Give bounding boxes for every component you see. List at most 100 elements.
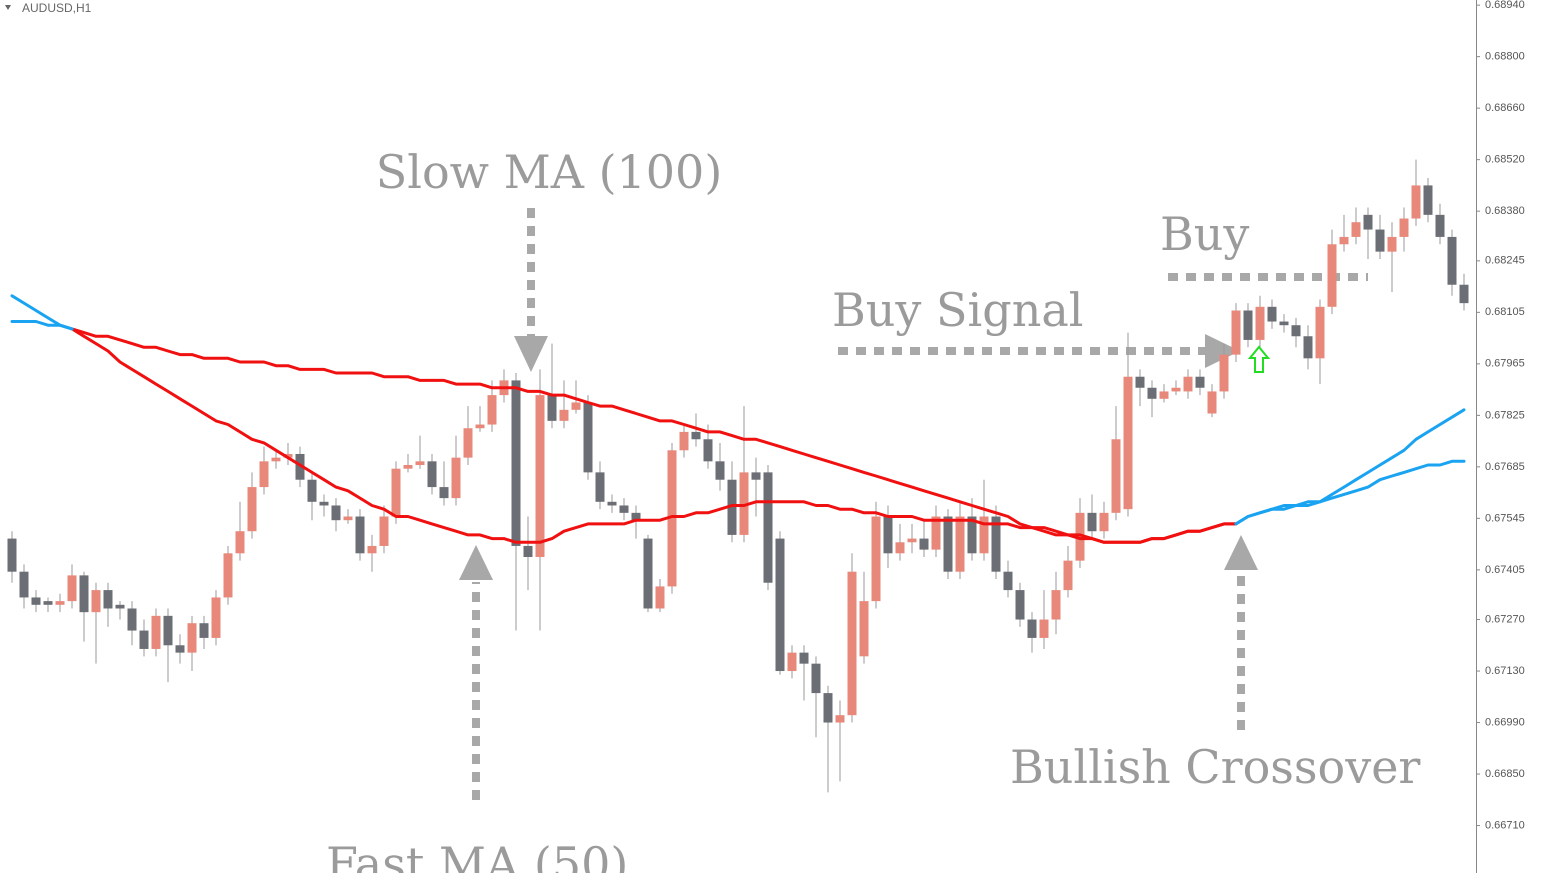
candle-body <box>1219 354 1229 392</box>
y-tick-label: 0.67685 <box>1485 461 1525 473</box>
candle-body <box>1183 376 1193 392</box>
candle-body <box>583 402 593 473</box>
candle-body <box>151 615 161 649</box>
candle-body <box>115 604 125 609</box>
candle-body <box>79 575 89 613</box>
candle-body <box>523 545 533 557</box>
candle-body <box>475 424 485 429</box>
y-tick-label: 0.68940 <box>1485 0 1525 11</box>
candle-body <box>1387 236 1397 252</box>
y-tick-label: 0.68520 <box>1485 154 1525 166</box>
y-tick-label: 0.67965 <box>1485 358 1525 370</box>
candle-body <box>859 601 869 657</box>
moving-average-line <box>70 327 1238 544</box>
candle-body <box>691 431 701 440</box>
candle-body <box>835 715 845 723</box>
candle-body <box>307 479 317 502</box>
candle-body <box>1027 619 1037 638</box>
candle-body <box>787 652 797 672</box>
candle-body <box>1015 590 1025 620</box>
candle-body <box>667 450 677 587</box>
candle-body <box>1279 321 1289 326</box>
candle-body <box>907 538 917 543</box>
candle-body <box>187 623 197 653</box>
candle-body <box>727 479 737 535</box>
candle-body <box>463 428 473 458</box>
candle-body <box>67 575 77 602</box>
moving-average-line <box>70 327 1238 544</box>
candle-body <box>1435 214 1445 237</box>
candle-body <box>559 409 569 421</box>
candle-body <box>331 505 341 521</box>
candle-body <box>1363 214 1373 230</box>
candle-body <box>1243 310 1253 340</box>
candle-body <box>775 538 785 672</box>
arrow-head <box>1205 334 1240 368</box>
candle-body <box>655 586 665 609</box>
candle-body <box>967 516 977 554</box>
candle-body <box>895 542 905 554</box>
y-tick-label: 0.68245 <box>1485 255 1525 267</box>
candle-body <box>799 652 809 664</box>
candle-body <box>1231 310 1241 355</box>
arrow-head <box>514 336 548 372</box>
y-tick-label: 0.67405 <box>1485 564 1525 576</box>
candle-body <box>739 472 749 535</box>
y-tick-label: 0.68800 <box>1485 51 1525 63</box>
arrow-head <box>1224 535 1258 570</box>
candle-body <box>1303 336 1313 359</box>
candle-body <box>391 468 401 517</box>
candle-body <box>811 663 821 694</box>
y-tick-label: 0.66850 <box>1485 768 1525 780</box>
candle-body <box>631 512 641 521</box>
candle-body <box>355 516 365 554</box>
symbol-dropdown[interactable] <box>5 5 11 10</box>
candle-body <box>199 623 209 638</box>
candle-body <box>1135 376 1145 388</box>
candle-body <box>1315 306 1325 359</box>
candle-body <box>427 461 437 488</box>
candle-body <box>535 395 545 557</box>
candle-body <box>991 516 1001 572</box>
candle-body <box>1411 185 1421 219</box>
candle-body <box>403 465 413 469</box>
candle-body <box>259 461 269 488</box>
candle-body <box>55 601 65 605</box>
candle-body <box>1447 236 1457 285</box>
y-tick-label: 0.66710 <box>1485 819 1525 831</box>
candle-body <box>679 431 689 451</box>
candle-body <box>367 545 377 554</box>
candle-body <box>1375 229 1385 252</box>
candle-body <box>643 538 653 609</box>
candle-body <box>451 457 461 499</box>
candle-body <box>1327 244 1337 307</box>
candle-body <box>295 453 305 480</box>
candle-body <box>1123 376 1133 510</box>
candle-body <box>127 608 137 631</box>
candle-body <box>19 571 29 598</box>
symbol-label: AUDUSD,H1 <box>22 1 92 15</box>
candle-body <box>1459 284 1469 304</box>
candle-body <box>271 457 281 462</box>
candle-body <box>943 516 953 572</box>
moving-average-line <box>10 320 1466 526</box>
candle-body <box>439 487 449 499</box>
candle-body <box>247 487 257 532</box>
candle-body <box>1339 236 1349 245</box>
candle-body <box>1063 560 1073 591</box>
candle-body <box>379 516 389 546</box>
annotation: Bullish Crossover <box>1010 740 1420 794</box>
candle-body <box>415 461 425 466</box>
candle-body <box>1267 306 1277 322</box>
candle-body <box>1099 512 1109 532</box>
candle-body <box>343 516 353 521</box>
y-tick-label: 0.67270 <box>1485 613 1525 625</box>
candle-body <box>1291 325 1301 337</box>
candle-body <box>1051 590 1061 620</box>
annotation: Buy Signal <box>832 283 1083 337</box>
annotation: Fast MA (50) <box>326 837 628 873</box>
candle-body <box>1207 391 1217 414</box>
candle-body <box>235 531 245 554</box>
